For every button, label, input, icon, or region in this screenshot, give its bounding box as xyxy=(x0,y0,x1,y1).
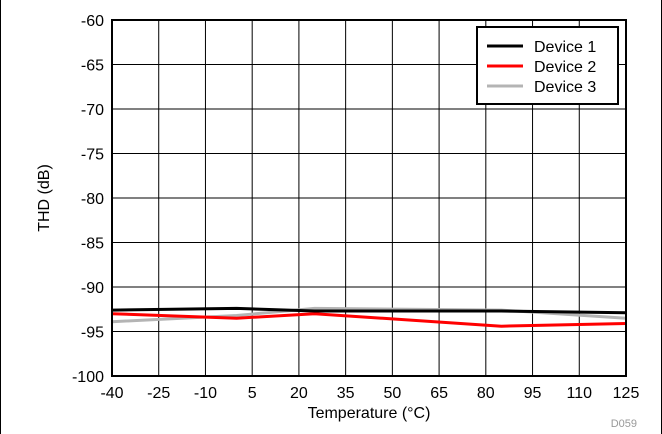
series-line-device-2 xyxy=(111,312,627,328)
y-tick-label: -80 xyxy=(81,191,104,208)
x-tick-labels: -40 -25 -10 5 20 35 50 65 80 95 110 125 xyxy=(100,385,639,402)
series-lines xyxy=(111,306,627,328)
x-tick-label: -40 xyxy=(100,385,123,402)
y-tick-label: -60 xyxy=(81,13,104,30)
x-tick-label: 35 xyxy=(337,385,355,402)
y-tick-label: -65 xyxy=(81,58,104,75)
legend-label: Device 3 xyxy=(534,79,596,96)
x-tick-label: -25 xyxy=(147,385,170,402)
y-tick-labels: -60 -65 -70 -75 -80 -85 -90 -95 -100 xyxy=(72,13,104,386)
x-tick-label: 95 xyxy=(524,385,542,402)
y-tick-label: -95 xyxy=(81,325,104,342)
figure-id-label: D059 xyxy=(611,418,637,430)
legend-label: Device 2 xyxy=(534,59,596,76)
y-tick-label: -75 xyxy=(81,147,104,164)
y-tick-label: -85 xyxy=(81,236,104,253)
x-axis-label: Temperature (°C) xyxy=(308,405,431,422)
series-line-device-1 xyxy=(111,306,627,315)
y-tick-label: -90 xyxy=(81,280,104,297)
y-tick-label: -100 xyxy=(72,369,104,386)
legend-label: Device 1 xyxy=(534,39,596,56)
x-tick-label: 65 xyxy=(430,385,448,402)
y-axis-label: THD (dB) xyxy=(36,164,53,232)
x-tick-label: 80 xyxy=(477,385,495,402)
y-tick-label: -70 xyxy=(81,102,104,119)
x-tick-label: 110 xyxy=(567,385,593,402)
x-tick-label: -10 xyxy=(194,385,217,402)
legend: Device 1 Device 2 Device 3 xyxy=(476,26,619,105)
plot-border xyxy=(111,19,627,377)
x-tick-label: 125 xyxy=(613,385,640,402)
x-tick-label: 50 xyxy=(383,385,401,402)
x-tick-label: 20 xyxy=(290,385,308,402)
x-tick-label: 5 xyxy=(248,385,257,402)
